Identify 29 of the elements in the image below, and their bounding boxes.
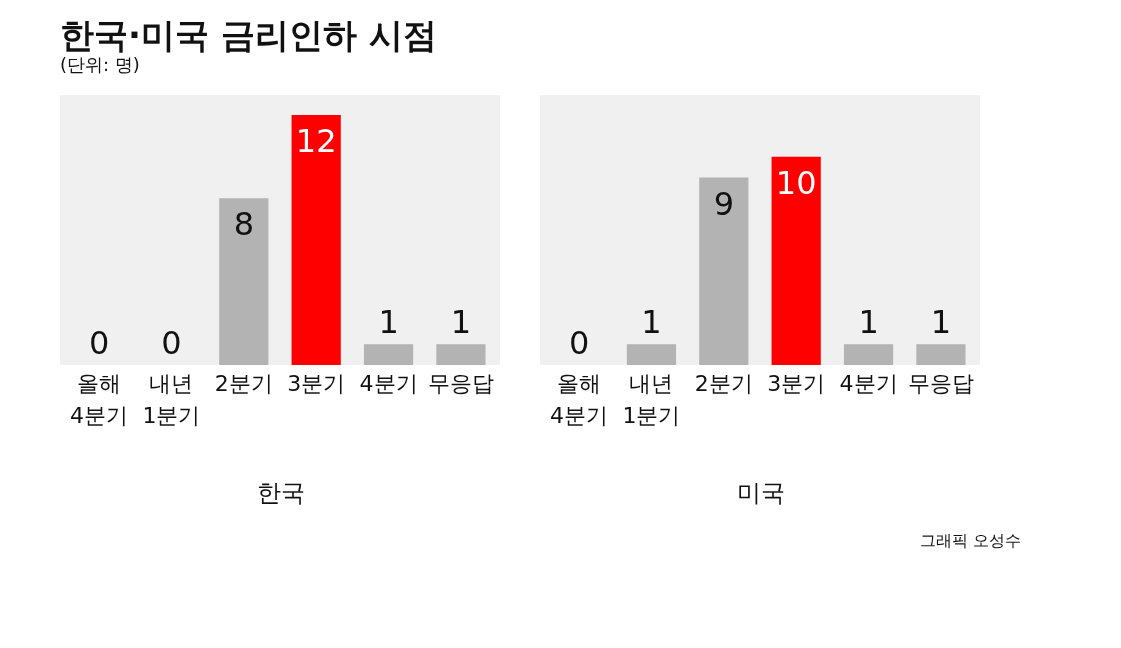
x-tick-label: 3분기 (767, 370, 826, 396)
x-tick-label: 무응답 (907, 370, 974, 396)
data-label: 0 (88, 324, 110, 362)
x-tick-label: 4분기 (359, 370, 418, 396)
text: 그래픽 오성수 (918, 531, 1022, 552)
chart-title: 한국·미국 금리인하 시점 (60, 15, 437, 55)
x-axis-title: 한국 (256, 478, 305, 507)
data-label: 1 (858, 303, 879, 342)
data-label: 1 (450, 303, 472, 342)
x-tick-label: 2분기 (214, 370, 273, 396)
x-tick-label: 올해 4분기 (550, 370, 609, 428)
data-label: 10 (775, 163, 817, 202)
data-label: 0 (161, 324, 182, 362)
data-label: 1 (641, 303, 662, 342)
x-tick-label: 4분기 (839, 370, 898, 396)
data-label: 12 (295, 122, 337, 160)
x-tick-label: 내년 1분기 (622, 370, 681, 428)
x-axis-title: 미국 (736, 478, 785, 507)
data-label: 8 (233, 205, 254, 244)
x-tick-label: 무응답 (427, 370, 494, 396)
data-label: 0 (568, 324, 590, 362)
data-label: 1 (378, 303, 399, 342)
chart-subtitle: (단위: 명) (60, 54, 140, 75)
x-tick-label: 3분기 (287, 370, 346, 396)
x-tick-label: 내년 1분기 (142, 370, 201, 428)
data-label: 1 (930, 303, 952, 342)
data-label: 9 (713, 184, 734, 223)
x-tick-label: 2분기 (694, 370, 753, 396)
x-tick-label: 올해 4분기 (70, 370, 129, 428)
